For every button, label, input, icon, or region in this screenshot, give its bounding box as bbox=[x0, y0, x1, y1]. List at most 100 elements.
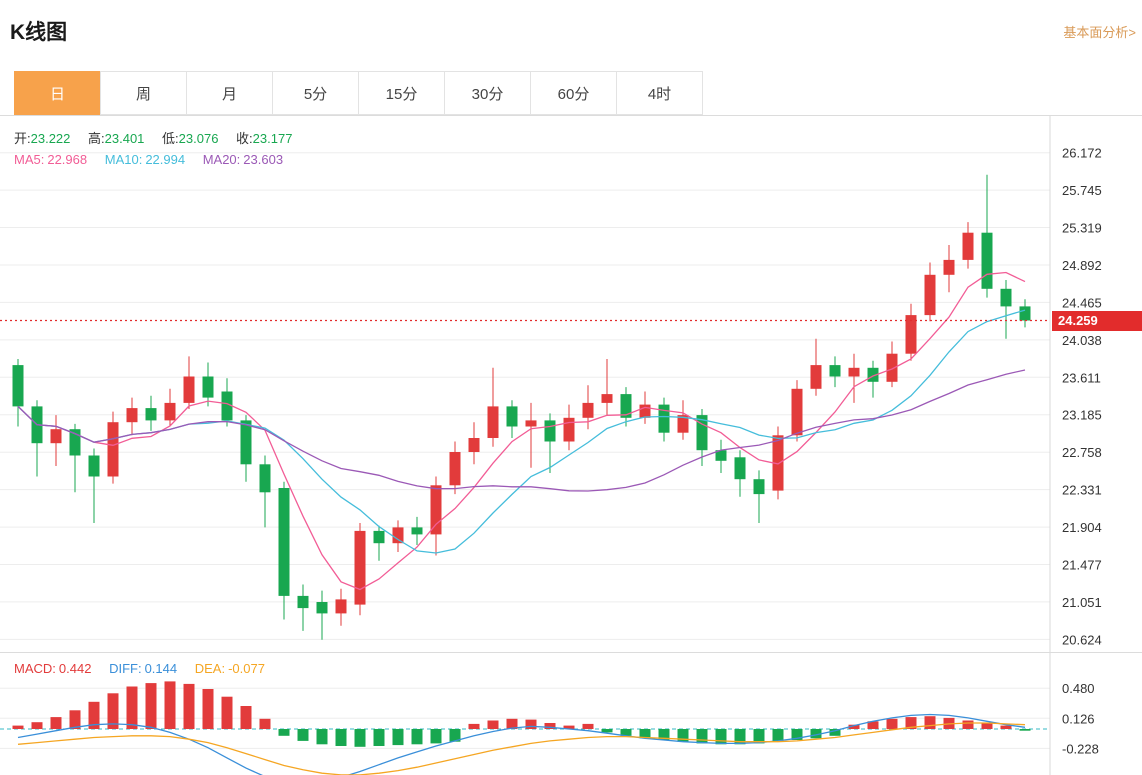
tab-60min[interactable]: 60分 bbox=[530, 71, 617, 115]
candle bbox=[164, 402, 176, 421]
ohlc-legend: 开:23.222 高:23.401 低:23.076 收:23.177 bbox=[14, 128, 306, 147]
tab-week[interactable]: 周 bbox=[100, 71, 187, 115]
ma20-value: 23.603 bbox=[243, 152, 284, 167]
close-label: 收: bbox=[236, 131, 253, 146]
macd-panel: 0.480 0.126 -0.228 MACD: 0.442 DIFF: 0.144 D… bbox=[0, 652, 1142, 775]
macd-bar bbox=[734, 729, 746, 745]
candle bbox=[981, 232, 993, 289]
page-title: K线图 bbox=[10, 21, 68, 44]
macd-bar bbox=[924, 716, 936, 729]
svg-text:26.172: 26.172 bbox=[1062, 146, 1102, 161]
macd-axis-labels: 0.480 0.126 -0.228 bbox=[1062, 681, 1099, 756]
price-axis-labels: 26.172 25.745 25.319 24.892 24.465 24.038 23.6… bbox=[1062, 146, 1102, 648]
ma20-line bbox=[17, 369, 1026, 492]
macd-bar bbox=[620, 729, 632, 736]
candle bbox=[544, 420, 556, 442]
macd-bar bbox=[31, 722, 43, 729]
macd-bar bbox=[563, 725, 575, 729]
candle bbox=[753, 479, 765, 495]
macd-bar bbox=[525, 719, 537, 729]
candle bbox=[582, 402, 594, 418]
svg-text:24.892: 24.892 bbox=[1062, 258, 1102, 273]
fundamental-analysis-link[interactable]: 基本面分析> bbox=[1063, 25, 1136, 40]
svg-text:21.477: 21.477 bbox=[1062, 558, 1102, 573]
candle bbox=[867, 367, 879, 382]
candle bbox=[335, 599, 347, 614]
open-value: 23.222 bbox=[30, 131, 71, 146]
candle bbox=[525, 420, 537, 427]
svg-text:25.745: 25.745 bbox=[1062, 183, 1102, 198]
macd-label: MACD: bbox=[14, 661, 56, 676]
tab-30min[interactable]: 30分 bbox=[444, 71, 531, 115]
diff-label: DIFF: bbox=[109, 661, 142, 676]
macd-bar bbox=[145, 683, 157, 729]
macd-bar bbox=[297, 729, 309, 741]
macd-bar bbox=[905, 717, 917, 729]
macd-bar bbox=[487, 720, 499, 729]
tab-day[interactable]: 日 bbox=[14, 71, 101, 115]
macd-bar bbox=[449, 729, 461, 742]
candle bbox=[221, 391, 233, 421]
macd-bar bbox=[164, 681, 176, 729]
tab-4hour[interactable]: 4时 bbox=[616, 71, 703, 115]
candle bbox=[601, 394, 613, 403]
ma5-label: MA5: bbox=[14, 152, 45, 167]
macd-legend: MACD: 0.442 DIFF: 0.144 DEA: -0.077 bbox=[14, 661, 279, 676]
candle bbox=[126, 408, 138, 423]
diff-line bbox=[17, 713, 1026, 775]
macd-bar bbox=[392, 729, 404, 746]
macd-bar bbox=[829, 729, 841, 736]
svg-text:25.319: 25.319 bbox=[1062, 221, 1102, 236]
svg-text:23.611: 23.611 bbox=[1062, 370, 1101, 385]
svg-text:24.038: 24.038 bbox=[1062, 333, 1102, 348]
macd-bar bbox=[639, 729, 651, 739]
macd-bar bbox=[658, 729, 670, 740]
svg-text:21.904: 21.904 bbox=[1062, 520, 1102, 535]
macd-chart-canvas[interactable]: 0.480 0.126 -0.228 bbox=[0, 653, 1142, 775]
macd-bar bbox=[772, 729, 784, 742]
candle bbox=[829, 365, 841, 377]
svg-text:23.185: 23.185 bbox=[1062, 408, 1102, 423]
macd-bar bbox=[69, 710, 81, 729]
candle bbox=[259, 464, 271, 493]
ma-legend: MA5: 22.968 MA10: 22.994 MA20: 23.603 bbox=[14, 152, 297, 167]
macd-bar bbox=[183, 683, 195, 729]
tab-month[interactable]: 月 bbox=[186, 71, 273, 115]
candle bbox=[563, 417, 575, 442]
candle bbox=[1000, 288, 1012, 307]
dea-value: -0.077 bbox=[228, 661, 265, 676]
tab-15min[interactable]: 15分 bbox=[358, 71, 445, 115]
header: K线图 基本面分析> bbox=[0, 0, 1142, 71]
macd-bar bbox=[259, 718, 271, 729]
macd-bar bbox=[411, 729, 423, 745]
candle bbox=[411, 527, 423, 535]
macd-bar bbox=[316, 729, 328, 745]
macd-bar bbox=[544, 723, 556, 729]
dea-line bbox=[17, 722, 1026, 775]
tab-5min[interactable]: 5分 bbox=[272, 71, 359, 115]
macd-bar bbox=[278, 729, 290, 736]
candle bbox=[50, 429, 62, 444]
macd-bar bbox=[468, 723, 480, 729]
candle bbox=[943, 259, 955, 275]
macd-bar bbox=[981, 723, 993, 729]
macd-bar bbox=[810, 729, 822, 739]
candle bbox=[886, 353, 898, 382]
macd-bar bbox=[886, 718, 898, 729]
macd-bar bbox=[848, 724, 860, 729]
price-gridlines bbox=[0, 152, 1050, 640]
svg-text:0.126: 0.126 bbox=[1062, 711, 1095, 726]
diff-value: 0.144 bbox=[144, 661, 178, 676]
macd-bar bbox=[126, 686, 138, 729]
high-value: 23.401 bbox=[104, 131, 145, 146]
macd-bar bbox=[696, 729, 708, 744]
candle bbox=[373, 530, 385, 544]
macd-bar bbox=[221, 696, 233, 729]
ma20-label: MA20: bbox=[202, 152, 241, 167]
candle bbox=[962, 232, 974, 260]
kline-chart-canvas[interactable]: 26.172 25.745 25.319 24.892 24.465 24.038 23.6… bbox=[0, 116, 1142, 652]
candle bbox=[316, 602, 328, 614]
candle bbox=[639, 404, 651, 418]
svg-text:22.758: 22.758 bbox=[1062, 445, 1102, 460]
svg-text:0.480: 0.480 bbox=[1062, 681, 1095, 696]
